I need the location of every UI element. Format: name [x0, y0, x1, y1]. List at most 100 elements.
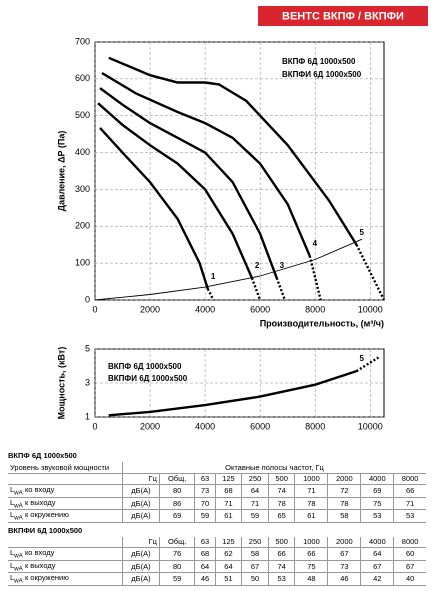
table-row: Гц Общ. 63 125 250 500 1000 2000 4000 8000	[8, 536, 426, 548]
curve	[99, 127, 209, 290]
curve	[206, 288, 215, 301]
label: ко входу	[22, 485, 55, 494]
cell: 76	[158, 547, 195, 561]
cell: 70	[194, 497, 216, 510]
cell: 72	[327, 484, 361, 498]
cell: 46	[327, 572, 361, 586]
cell: 53	[393, 509, 426, 523]
cell: 78	[267, 497, 295, 510]
x-tick-label: 6000	[250, 304, 270, 314]
cell: 59	[241, 509, 269, 523]
cell: 66	[294, 547, 328, 561]
unit: дБ(А)	[122, 509, 160, 523]
cell: 59	[158, 572, 195, 586]
column-header: 63	[194, 536, 216, 548]
unit: дБ(А)	[122, 484, 160, 498]
cell: 73	[194, 484, 216, 498]
curve	[108, 369, 357, 417]
column-header: 2000	[327, 536, 361, 548]
table: Уровень звуковой мощности Октавные полосы…	[8, 462, 426, 523]
cell: 71	[294, 484, 328, 498]
x-tick-label: 2000	[140, 421, 160, 431]
cell: 67	[327, 547, 361, 561]
subscript: wA	[14, 552, 23, 560]
cell: 66	[267, 547, 295, 561]
cell: 61	[214, 509, 242, 523]
column-header: 250	[241, 536, 269, 548]
curve-label: 4	[313, 239, 318, 248]
cell: 67	[360, 560, 394, 573]
x-tick-label: 8000	[305, 421, 325, 431]
table-row: LwA ко входу дБ(А) 80 73 68 64 74 71 72 69 66	[8, 484, 426, 498]
table-row: Уровень звуковой мощности Октавные полосы…	[8, 462, 426, 474]
cell: 64	[360, 547, 394, 561]
cell: 71	[241, 497, 269, 510]
column-header: 500	[267, 473, 295, 485]
cell: 67	[393, 560, 426, 573]
tables: ВКПФ 6Д 1000x500 Уровень звуковой мощност…	[8, 448, 426, 586]
unit: дБ(А)	[122, 547, 160, 561]
cell: 80	[158, 484, 195, 498]
charts: ВЕНТС ВКПФ / ВКПФИ 010020030040050060070…	[56, 6, 428, 431]
header-banner	[258, 6, 428, 26]
table-row: LwA к выходу дБ(А) 86 70 71 71 78 78 78 75 71	[8, 497, 426, 510]
y-tick-label: 500	[75, 110, 90, 120]
cell: 75	[294, 560, 328, 573]
curve-label: 5	[359, 228, 364, 237]
y-tick-label: 0	[85, 294, 90, 304]
column-header: 1000	[294, 536, 328, 548]
cell: 61	[294, 509, 328, 523]
curve-label: 5	[359, 354, 364, 363]
table-caption: Уровень звуковой мощности	[8, 462, 123, 474]
model-label: ВКПФИ 6Д 1000x500	[108, 374, 188, 383]
cell: 51	[214, 572, 242, 586]
column-header: 125	[214, 536, 242, 548]
curve	[99, 87, 278, 279]
x-tick-label: 0	[92, 421, 97, 431]
cell: 74	[267, 484, 295, 498]
cell: 67	[241, 560, 269, 573]
table-row: LwA ко входу дБ(А) 76 68 62 58 66 66 67 64 60	[8, 547, 426, 561]
x-axis-label: Производительность, (м³/ч)	[260, 318, 384, 328]
column-header: 63	[194, 473, 216, 485]
cell: 64	[241, 484, 269, 498]
y-tick-label: 700	[75, 36, 90, 46]
curve-label: 1	[211, 272, 216, 281]
cell: 42	[360, 572, 394, 586]
row-label: LwA к выходу	[8, 560, 123, 573]
cell: 75	[360, 497, 394, 510]
table-title: ВКПФИ 6Д 1000x500	[8, 525, 83, 535]
subscript: wA	[14, 502, 23, 509]
symbol: L	[10, 548, 15, 557]
row-label: LwA к выходу	[8, 497, 123, 510]
x-tick-label: 0	[92, 304, 97, 314]
y-tick-label: 1	[85, 411, 90, 421]
label: к окружению	[22, 510, 69, 519]
cell: 66	[393, 484, 426, 498]
column-header: 4000	[360, 536, 394, 548]
symbol: L	[10, 497, 15, 507]
cell: 68	[214, 484, 242, 498]
row-label: LwA ко входу	[8, 484, 123, 498]
unit-header: Гц	[122, 473, 160, 485]
table-row: LwA к окружению дБ(А) 59 46 51 50 53 48 46 42 40	[8, 572, 426, 586]
cell: 50	[241, 572, 269, 586]
cell: 78	[294, 497, 328, 510]
x-tick-label: 6000	[250, 421, 270, 431]
curve	[94, 238, 363, 301]
cell: 53	[360, 509, 394, 523]
y-tick-label: 200	[75, 221, 90, 231]
symbol: L	[10, 485, 15, 494]
unit: дБ(А)	[122, 572, 160, 586]
cell: 78	[327, 497, 361, 510]
cell: 69	[360, 484, 394, 498]
table-row: Гц Общ. 63 125 250 500 1000 2000 4000 8000	[8, 473, 426, 485]
cell: 46	[194, 572, 216, 586]
x-tick-label: 10000	[358, 304, 383, 314]
x-tick-label: 4000	[195, 304, 215, 314]
y-tick-label: 3	[85, 377, 90, 387]
subscript: wA	[14, 489, 23, 497]
curve-label: 3	[280, 261, 285, 270]
model-label: ВКПФ 6Д 1000x500	[282, 57, 356, 66]
cell: 86	[158, 497, 195, 510]
